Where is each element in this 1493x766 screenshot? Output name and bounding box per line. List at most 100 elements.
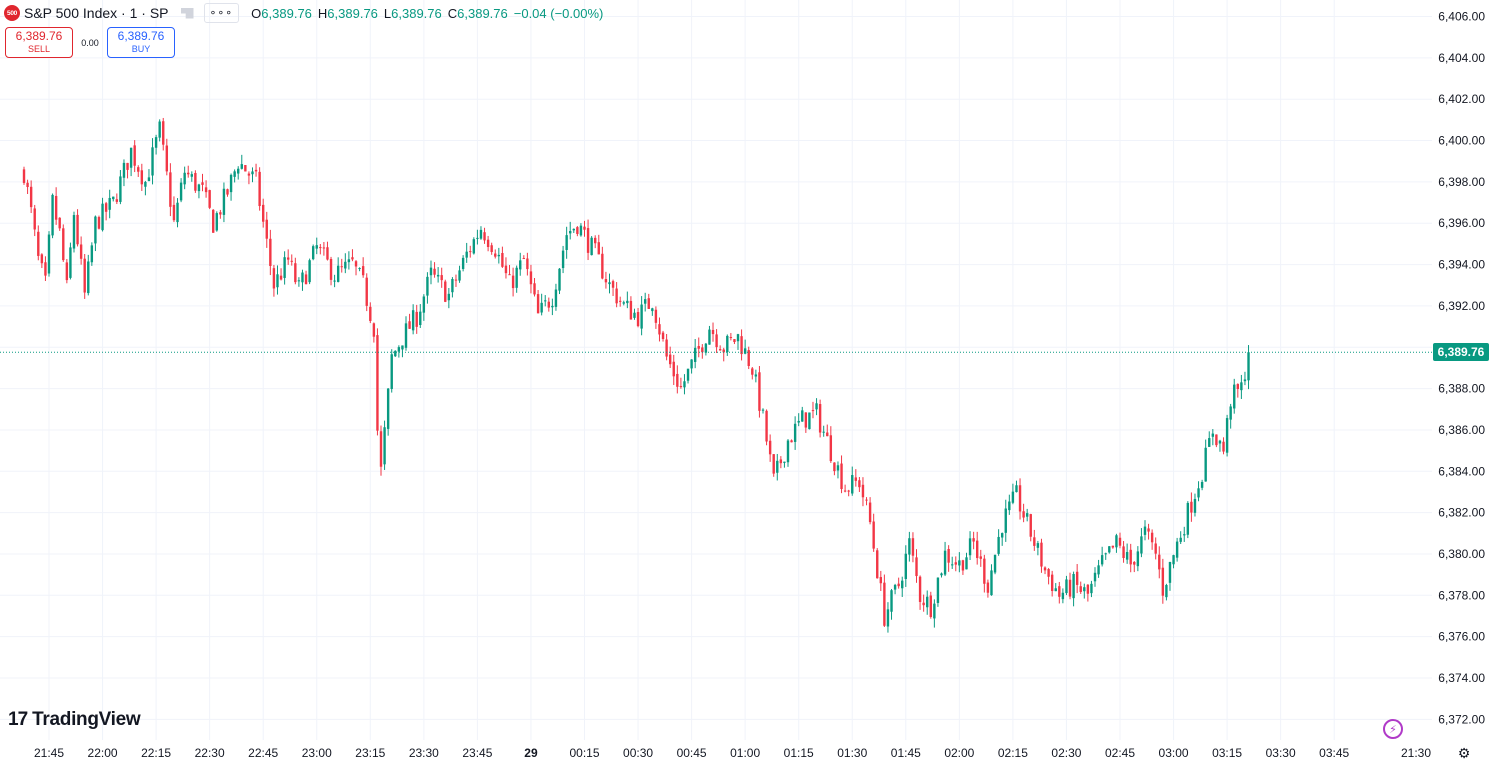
gear-icon[interactable]: ⚙ [1457,744,1471,761]
candle-body [304,274,308,285]
candle-body [1218,440,1222,444]
more-options-icon[interactable]: ∘∘∘ [203,3,240,23]
candle-body [1050,574,1054,591]
last-price-tag: 6,389.76 [1433,343,1489,361]
candle-body [1147,528,1150,532]
candle-body [729,337,733,339]
candle-body [993,554,997,573]
open-label: O [251,5,262,21]
sell-label: SELL [27,43,51,54]
candle-body [886,609,890,627]
candle-body [1111,545,1115,548]
candle-body [915,557,918,577]
sell-price: 6,389.76 [15,28,63,43]
candle-body [976,540,979,559]
candle-body [237,168,240,174]
candle-body [162,121,165,145]
candle-body [122,162,126,178]
candle-body [954,562,957,565]
candle-body [1122,546,1125,558]
candle-body [319,247,322,249]
candle-body [1150,532,1154,543]
candle-body [1033,537,1036,546]
candle-body [429,267,433,276]
tradingview-wordmark: TradingView [32,709,141,730]
candle-body [294,263,297,283]
candle-body [740,336,743,355]
candle-body [183,172,186,185]
candle-body [29,186,33,208]
candle-body [465,251,468,258]
candle-body [1058,586,1061,597]
bolt-icon[interactable]: ⚡ [1383,719,1403,739]
candle-body [361,266,365,276]
candle-body [158,121,161,138]
candle-body [1143,526,1147,535]
candle-body [883,582,886,626]
candle-body [1115,535,1118,548]
candle-body [722,349,725,353]
candle-body [986,582,990,593]
sell-button[interactable]: 6,389.76 SELL [5,27,73,58]
candle-body [97,217,101,229]
symbol-title[interactable]: S&P 500 Index · 1 · SP [24,5,169,21]
buy-button[interactable]: 6,389.76 BUY [107,27,175,58]
candle-body [22,169,26,183]
candle-body [1175,541,1179,558]
candle-body [51,194,54,236]
y-tick-label: 6,380.00 [1438,547,1485,561]
candle-body [1036,543,1040,548]
candle-body [1240,382,1243,391]
y-tick-label: 6,384.00 [1438,464,1485,478]
candle-body [265,219,268,239]
candle-body [390,354,393,389]
candle-body [897,583,900,587]
price-axis[interactable]: 6,372.00 6,374.00 6,376.00 6,378.00 6,380.00… [1438,10,1485,727]
candle-body [544,300,547,302]
high-label: H [317,5,328,21]
tradingview-logo[interactable]: 17 TradingView [8,709,141,731]
candle-body [547,301,550,308]
candle-body [1168,561,1172,583]
candle-body [244,165,247,172]
candle-body [918,576,922,602]
candle-body [815,403,818,410]
candle-body [665,339,668,357]
candle-body [619,300,622,302]
candle-body [494,253,497,257]
candle-body [579,225,583,236]
candle-body [1233,384,1236,409]
candle-body [522,258,526,260]
candle-body [554,289,558,307]
flag-icon[interactable] [180,7,194,19]
candle-body [72,215,76,249]
candle-body [940,573,943,576]
candle-body [747,350,750,367]
time-axis[interactable]: 21:45 22:00 22:15 22:30 22:45 23:00 23:15 23:30… [34,746,1431,760]
candle-body [601,253,604,279]
candle-body [708,329,711,345]
candle-body [326,247,329,260]
candle-body [483,232,486,241]
candle-body [676,373,679,387]
candle-body [519,260,522,270]
y-tick-label: 6,378.00 [1438,588,1485,602]
candle-body [436,274,440,277]
candle-body [672,361,675,377]
candle-body [379,431,383,467]
candle-body [226,189,229,195]
y-tick-label: 6,382.00 [1438,506,1485,520]
candle-body [926,596,929,608]
candle-body [1072,574,1075,599]
candle-body [190,174,193,177]
candle-body [258,171,261,207]
candle-body [1229,406,1232,420]
candle-body [536,294,540,314]
candle-body [290,260,293,262]
candle-body [922,602,925,606]
candle-body [565,235,568,250]
candle-body [1047,569,1050,577]
candle-body [679,386,683,388]
candle-body [497,254,501,257]
